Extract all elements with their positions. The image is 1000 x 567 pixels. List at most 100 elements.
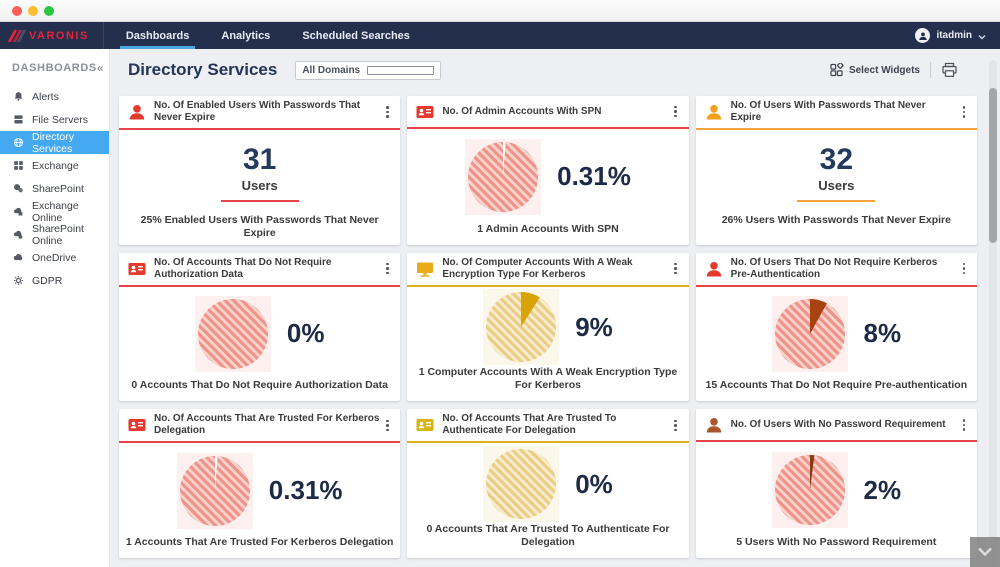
sidebar-item-label: Exchange Online (32, 199, 79, 224)
widget-accounts-no-authorization-data: No. Of Accounts That Do Not Require Auth… (119, 252, 401, 402)
page-title: Directory Services (128, 60, 278, 79)
widget-header: No. Of Enabled Users With Passwords That… (119, 96, 401, 130)
tab-analytics[interactable]: Analytics (221, 29, 271, 42)
user-avatar-icon (915, 28, 931, 43)
varonis-logo[interactable]: VARONIS (0, 22, 104, 49)
widget-title: No. Of Users With No Password Requiremen… (730, 418, 946, 430)
widget-caption: 1 Computer Accounts With A Weak Encrypti… (418, 366, 678, 392)
widget-caption: 26% Users With Passwords That Never Expi… (721, 213, 951, 226)
user-icon (127, 102, 147, 122)
select-widgets-button[interactable]: Select Widgets (830, 63, 920, 77)
stat-value: 31 (242, 143, 277, 176)
sidebar-item-label: File Servers (32, 113, 89, 126)
sidebar-item-file-servers[interactable]: File Servers (0, 108, 109, 131)
kebab-menu-icon[interactable] (669, 104, 683, 120)
scrollbar-thumb[interactable] (989, 88, 997, 243)
user-menu[interactable]: itadmin (915, 22, 1000, 49)
kebab-menu-icon[interactable] (957, 417, 971, 433)
os-titlebar (0, 0, 1000, 22)
widget-users-passwords-never-expire: No. Of Users With Passwords That Never E… (695, 96, 977, 245)
widget-caption: 1 Admin Accounts With SPN (477, 222, 619, 235)
widget-computer-accounts-weak-encryption: No. Of Computer Accounts With A Weak Enc… (407, 252, 689, 402)
pie-value: 0% (575, 468, 613, 499)
widget-accounts-trusted-kerberos-delegation: No. Of Accounts That Are Trusted For Ker… (119, 409, 401, 558)
widget-admin-accounts-with-spn: No. Of Admin Accounts With SPN 0.31% 1 A… (407, 96, 689, 245)
varonis-logo-icon (7, 29, 27, 42)
tab-dashboards[interactable]: Dashboards (110, 22, 206, 49)
widget-header: No. Of Users With No Password Requiremen… (695, 409, 977, 443)
sidebar-item-label: GDPR (32, 274, 63, 287)
sidebar-item-onedrive[interactable]: OneDrive (0, 246, 109, 269)
pie-value: 0.31% (268, 475, 343, 506)
minimize-window-button[interactable] (28, 6, 38, 16)
collapse-sidebar-icon[interactable]: « (96, 61, 104, 75)
multiselect-icon (367, 65, 435, 75)
widget-title: No. Of Computer Accounts With A Weak Enc… (442, 256, 633, 280)
divider (930, 62, 931, 78)
print-button[interactable] (941, 62, 958, 78)
stat-unit: Users (241, 177, 278, 193)
sidebar-item-label: Exchange (32, 159, 79, 172)
pie-value: 0.31% (557, 161, 631, 192)
widget-users-no-password-requirement: No. Of Users With No Password Requiremen… (695, 409, 977, 558)
stat-underline (797, 199, 876, 202)
sidebar-item-exchange-online[interactable]: Exchange Online (0, 199, 109, 224)
stat-value: 32 (819, 143, 854, 176)
sidebar-item-label: SharePoint (32, 182, 84, 195)
pie-value: 8% (863, 318, 902, 349)
widget-caption: 25% Enabled Users With Passwords That Ne… (140, 213, 379, 239)
pie-value: 2% (863, 474, 902, 505)
scrollbar-track[interactable] (989, 60, 997, 567)
sidebar-item-gdpr[interactable]: GDPR (0, 269, 109, 292)
kebab-menu-icon[interactable] (957, 261, 971, 277)
widget-title: No. Of Users With Passwords That Never E… (730, 100, 926, 123)
widgets-grid-icon (830, 63, 844, 77)
header-actions: Select Widgets (830, 62, 982, 78)
kebab-menu-icon[interactable] (380, 261, 394, 277)
sidebar-item-alerts[interactable]: Alerts (0, 85, 109, 108)
main-content: Directory Services All Domains Select Wi… (110, 49, 1000, 567)
kebab-menu-icon[interactable] (380, 104, 394, 120)
widget-caption: 0 Accounts That Do Not Require Authoriza… (131, 379, 388, 392)
nav-tabs: Dashboards Analytics Scheduled Searches (110, 22, 426, 49)
sidebar-item-exchange[interactable]: Exchange (0, 154, 109, 177)
sharepoint-icon (13, 183, 24, 194)
widget-header: No. Of Users With Passwords That Never E… (695, 96, 977, 130)
widget-title: No. Of Admin Accounts With SPN (442, 105, 602, 117)
exchange-online-icon (13, 206, 24, 217)
kebab-menu-icon[interactable] (380, 418, 394, 434)
widget-header: No. Of Accounts That Do Not Require Auth… (119, 253, 401, 287)
pie-chart (465, 138, 542, 215)
globe-icon (13, 137, 24, 148)
sidebar-header: DASHBOARDS « (0, 49, 109, 85)
sidebar-item-directory-services[interactable]: Directory Services (0, 131, 109, 155)
domain-filter-select[interactable]: All Domains (295, 60, 442, 80)
chevron-down-icon (978, 547, 992, 557)
scroll-down-button[interactable] (970, 537, 1000, 567)
sidebar-item-label: OneDrive (32, 251, 77, 264)
sidebar-item-sharepoint[interactable]: SharePoint (0, 177, 109, 200)
main-header: Directory Services All Domains Select Wi… (110, 49, 1000, 91)
kebab-menu-icon[interactable] (957, 104, 971, 120)
maximize-window-button[interactable] (44, 6, 54, 16)
widget-title: No. Of Enabled Users With Passwords That… (154, 100, 361, 123)
widget-header: No. Of Users That Do Not Require Kerbero… (695, 253, 977, 287)
brand-name: VARONIS (29, 29, 89, 42)
widget-caption: 15 Accounts That Do Not Require Pre-auth… (705, 379, 968, 392)
kebab-menu-icon[interactable] (669, 261, 683, 277)
pie-chart (771, 295, 848, 372)
pie-value: 0% (286, 318, 325, 349)
widget-caption: 5 Users With No Password Requirement (736, 535, 937, 548)
sidebar-item-sharepoint-online[interactable]: SharePoint Online (0, 223, 109, 247)
pie-chart (194, 295, 271, 372)
widget-header: No. Of Computer Accounts With A Weak Enc… (407, 253, 689, 287)
monitor-icon (415, 259, 435, 279)
kebab-menu-icon[interactable] (669, 418, 683, 434)
tab-scheduled-searches[interactable]: Scheduled Searches (302, 29, 410, 42)
bell-icon (13, 91, 24, 102)
user-icon (704, 259, 724, 279)
id-card-icon (127, 415, 147, 435)
widget-caption: 0 Accounts That Are Trusted To Authentic… (426, 522, 670, 548)
close-window-button[interactable] (12, 6, 22, 16)
sidebar-title: DASHBOARDS (12, 62, 97, 74)
